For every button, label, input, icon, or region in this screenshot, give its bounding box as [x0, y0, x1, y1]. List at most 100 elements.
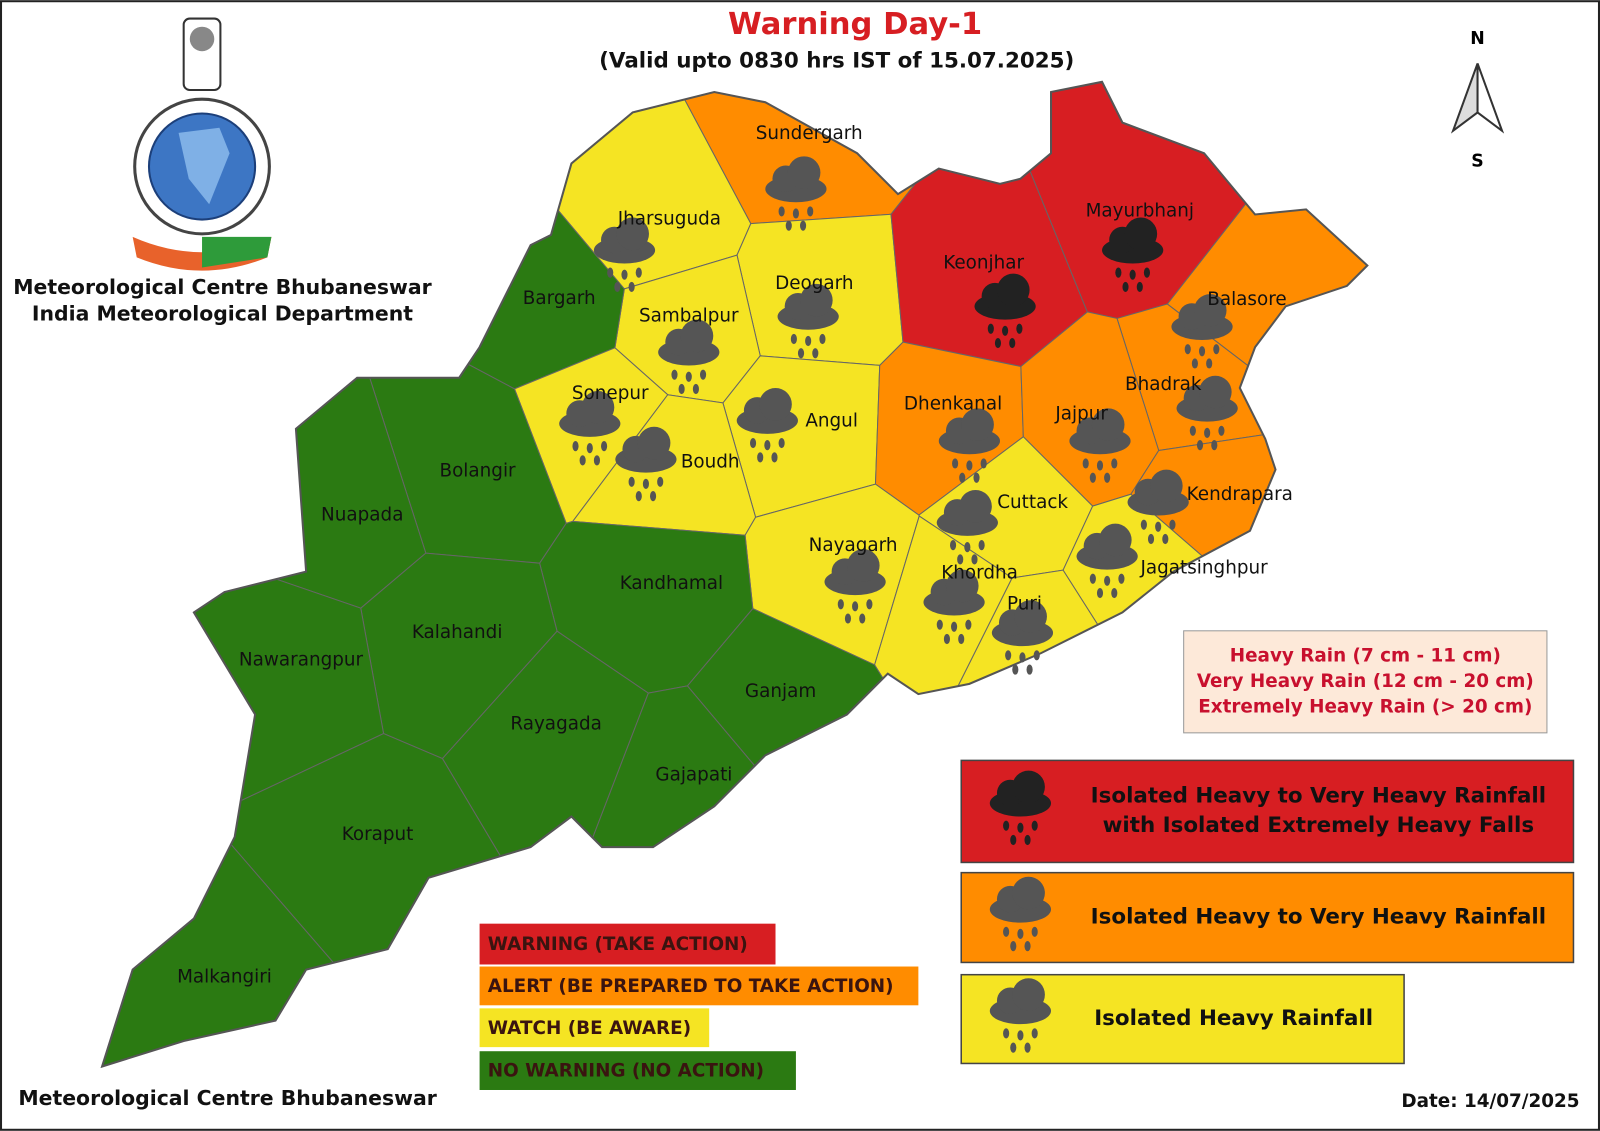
raindrop: [964, 542, 971, 553]
raindrop: [650, 491, 657, 502]
raindrop: [994, 337, 1002, 349]
raindrop: [852, 601, 859, 612]
rain-icon: [1176, 375, 1238, 451]
raindrop: [692, 383, 699, 395]
raindrop: [1033, 650, 1040, 661]
rain-legend-text: with Isolated Extremely Heavy Falls: [1103, 813, 1535, 838]
raindrop: [966, 460, 973, 471]
raindrop: [750, 437, 757, 449]
rain-icon: [938, 408, 1000, 483]
raindrop: [792, 208, 799, 219]
district-label: Nawarangpur: [239, 649, 364, 670]
cloud: [581, 391, 615, 424]
raindrop: [1017, 928, 1024, 939]
raindrop: [936, 619, 943, 630]
raindrop: [1147, 533, 1155, 545]
raindrop: [1096, 587, 1104, 599]
raindrop: [844, 613, 852, 624]
raindrop: [628, 281, 635, 293]
raindrop: [586, 443, 593, 454]
compass-south: S: [1471, 151, 1483, 171]
raindrop: [764, 439, 771, 451]
rain-icon: [974, 273, 1036, 349]
org-line: India Meteorological Department: [32, 301, 413, 325]
level-box: [479, 1008, 710, 1048]
district-label: Deogarh: [775, 273, 853, 294]
district-label: Cuttack: [997, 492, 1068, 513]
rain-icon: [1127, 469, 1189, 545]
raindrop: [837, 599, 844, 610]
raindrop: [771, 452, 778, 463]
rain-icon: [736, 387, 798, 463]
district-label: Malkangiri: [177, 967, 272, 988]
level-text: WARNING (TAKE ACTION): [488, 934, 748, 955]
raindrop: [1118, 573, 1125, 584]
raindrop: [1211, 439, 1218, 451]
org-line: Meteorological Centre Bhubaneswar: [13, 275, 431, 299]
cloud: [961, 408, 994, 442]
raindrop: [1089, 573, 1096, 584]
compass-north: N: [1470, 29, 1485, 49]
raindrop: [866, 599, 873, 610]
raindrop: [959, 472, 966, 483]
district-label: Jajpur: [1054, 403, 1108, 424]
raindrop: [1184, 344, 1191, 355]
rain-icon: [658, 319, 720, 395]
raindrop: [671, 369, 678, 380]
raindrop: [1111, 458, 1118, 469]
district-label: Mayurbhanj: [1086, 200, 1194, 221]
raindrop: [859, 613, 866, 624]
cloud: [1150, 469, 1183, 503]
raindrop: [1082, 458, 1089, 469]
rain-legend-text: Isolated Heavy to Very Heavy Rainfall: [1091, 784, 1546, 809]
district-label: Bargarh: [523, 288, 596, 309]
raindrop: [593, 455, 600, 466]
raindrop: [657, 476, 664, 487]
threshold-text: Heavy Rain (7 cm - 11 cm): [1230, 645, 1501, 666]
cloud: [680, 319, 714, 353]
district-label: Dhenkanal: [904, 393, 1002, 414]
raindrop: [1003, 1028, 1010, 1039]
raindrop: [635, 491, 642, 502]
rain-icon: [1171, 294, 1233, 369]
raindrop: [980, 458, 987, 469]
raindrop: [579, 455, 586, 466]
raindrop: [1191, 358, 1198, 369]
level-box: [479, 966, 919, 1006]
subtitle: (Valid upto 0830 hrs IST of 15.07.2025): [599, 48, 1074, 73]
district-label: Nayagarh: [809, 535, 898, 556]
raindrop: [971, 554, 978, 565]
raindrop: [1155, 521, 1162, 532]
raindrop: [1016, 323, 1023, 334]
raindrop: [1206, 358, 1213, 369]
raindrop: [1003, 820, 1010, 831]
district-label: Kandhamal: [620, 573, 723, 594]
state-outline: [100, 80, 1369, 1069]
cloud: [1012, 770, 1045, 804]
raindrop: [1002, 325, 1009, 336]
raindrop: [1218, 425, 1225, 436]
raindrop: [1003, 926, 1010, 937]
level-text: NO WARNING (NO ACTION): [488, 1061, 764, 1082]
raindrop: [1136, 281, 1143, 293]
raindrop: [978, 539, 985, 551]
imd-logo: [132, 17, 272, 271]
raindrop: [819, 333, 826, 345]
raindrop: [800, 220, 807, 231]
threshold-text: Extremely Heavy Rain (> 20 cm): [1198, 696, 1532, 717]
level-text: WATCH (BE AWARE): [488, 1018, 691, 1039]
raindrop: [785, 220, 792, 231]
raindrop: [1129, 269, 1136, 280]
raindrop: [951, 621, 958, 632]
raindrop: [1089, 472, 1096, 483]
cloud: [1014, 600, 1047, 633]
district-label: Puri: [1007, 593, 1042, 614]
raindrop: [957, 554, 964, 565]
cloud: [1012, 978, 1045, 1011]
rain-legend-box: [960, 871, 1575, 964]
raindrop: [943, 633, 950, 645]
rain-icon: [936, 489, 998, 565]
raindrop: [1017, 822, 1024, 833]
raindrop: [1031, 820, 1038, 831]
